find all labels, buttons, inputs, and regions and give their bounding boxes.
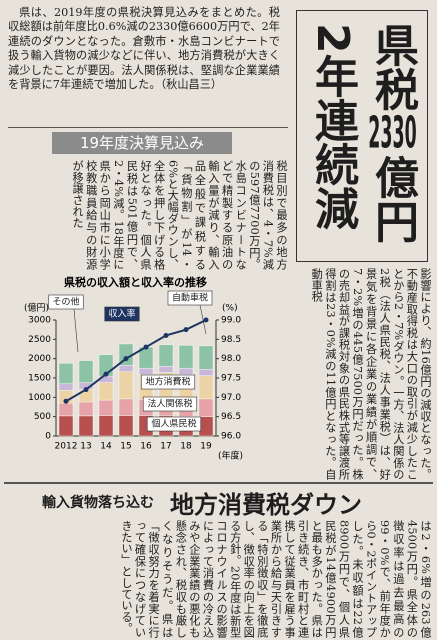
y2-axis-label: (%) [222, 304, 238, 314]
rate-point [143, 344, 149, 350]
bar-segment [58, 383, 74, 391]
y2-tick-label: 99.0 [221, 316, 241, 326]
bar-segment [158, 366, 174, 373]
rate-point [83, 387, 89, 393]
label-box [48, 294, 84, 310]
bar-segment [198, 369, 214, 376]
y2-tick-label: 97.5 [221, 374, 241, 384]
y2-tick-label: 96.0 [221, 432, 241, 442]
bar-segment [178, 345, 194, 369]
bar-segment [78, 415, 94, 437]
bar-segment [98, 399, 114, 416]
headline-line: 県税2330億円 [366, 23, 418, 261]
bar-segment [198, 345, 214, 370]
y-tick-label: 2000 [28, 354, 51, 364]
x-tick-label: 13 [80, 442, 91, 452]
bar-segment [98, 415, 114, 437]
bar-segment [138, 367, 154, 375]
leader-line [73, 308, 79, 353]
y-axis-label: (億円) [24, 302, 49, 314]
x-axis-label: (年度) [218, 450, 243, 462]
bar-segment [158, 344, 174, 367]
subheadline-kicker: 輸入貨物落ち込む [42, 495, 154, 511]
rule [8, 127, 288, 128]
rate-line [65, 319, 207, 403]
headline-part: 県税 [367, 23, 418, 111]
bar-segment [118, 415, 134, 437]
y-tick-label: 500 [34, 412, 51, 422]
bar-segment [58, 363, 74, 384]
series-label: 法人関係税 [147, 398, 192, 410]
label-box [142, 396, 198, 412]
headline: 県税2330億円 2年連続減 [296, 10, 428, 262]
bar-segment [178, 367, 194, 375]
body-text: は2・6%増の263億4500万円。県全体の徴収率は過去最高の99・0%で、前年… [119, 520, 432, 638]
body-text: 影響により、約16億円の減収となった。不動産取得税は大口の取引が減少したことから… [310, 268, 432, 480]
section-heading: 19年度決算見込み [52, 132, 232, 154]
y-tick-label: 0 [45, 432, 51, 442]
x-tick-label: 15 [120, 442, 131, 452]
x-tick-label: 19 [200, 442, 212, 452]
y-tick-label: 1500 [28, 374, 51, 384]
label-box [104, 306, 140, 322]
rate-point [63, 398, 69, 404]
body-text: 税目別で最多の地方消費税は、4・7%減の597億7700万円。水島コンビナートな… [71, 160, 288, 270]
y-tick-label: 3000 [28, 316, 51, 326]
y-tick-label: 2500 [28, 335, 51, 345]
rate-point [163, 332, 169, 338]
rate-point [183, 327, 189, 333]
chart-title: 県税の収入額と収入率の推移 [64, 275, 207, 289]
bar-segment [198, 375, 214, 400]
bar-segment [98, 382, 114, 401]
x-tick-label: 17 [160, 442, 171, 452]
rate-point [203, 317, 209, 323]
headline-line: 2年連続減 [307, 23, 358, 230]
y-tick-label: 1000 [28, 393, 51, 403]
leader-line [199, 304, 207, 335]
headline-part: 2330 [368, 111, 417, 155]
y2-tick-label: 96.5 [221, 412, 241, 422]
label-box [146, 416, 202, 432]
chart: 県税の収入額と収入率の推移 (億円) (%) (年度) 0 500 1000 1500 2000… [24, 275, 243, 462]
bar-segment [198, 398, 214, 417]
bar-segment [118, 371, 134, 400]
rule [4, 482, 433, 484]
x-tick-label: 2012 [55, 442, 78, 452]
rate-point [103, 371, 109, 377]
headline-part: 億円 [367, 155, 418, 243]
label-box [140, 374, 196, 390]
x-tick-label: 18 [180, 442, 192, 452]
series-label: 地方消費税 [145, 376, 190, 388]
y2-tick-label: 98.0 [221, 354, 241, 364]
bar-segment [118, 365, 134, 373]
series-label: 個人県民税 [151, 418, 196, 430]
bar-segment [198, 416, 214, 437]
rate-point [123, 356, 129, 362]
y2-tick-label: 98.5 [221, 335, 241, 345]
series-label: その他 [52, 296, 79, 308]
y2-tick-label: 97.0 [221, 393, 241, 403]
bar-segment [78, 360, 94, 383]
bar-segment [118, 398, 134, 416]
bar-segment [58, 402, 74, 417]
lead-text: 県は、2019年度の県税決算見込みをまとめた。税収総額は前年度比0.6%減の23… [8, 6, 280, 92]
x-tick-label: 16 [140, 442, 152, 452]
bar-segment [58, 415, 74, 437]
series-label: 収入率 [108, 308, 135, 320]
x-tick-label: 14 [100, 442, 112, 452]
bar-segment [78, 401, 94, 417]
series-label: 自動車税 [172, 292, 208, 304]
label-box [167, 290, 213, 306]
subheadline-title: 地方消費税ダウン [170, 490, 362, 519]
